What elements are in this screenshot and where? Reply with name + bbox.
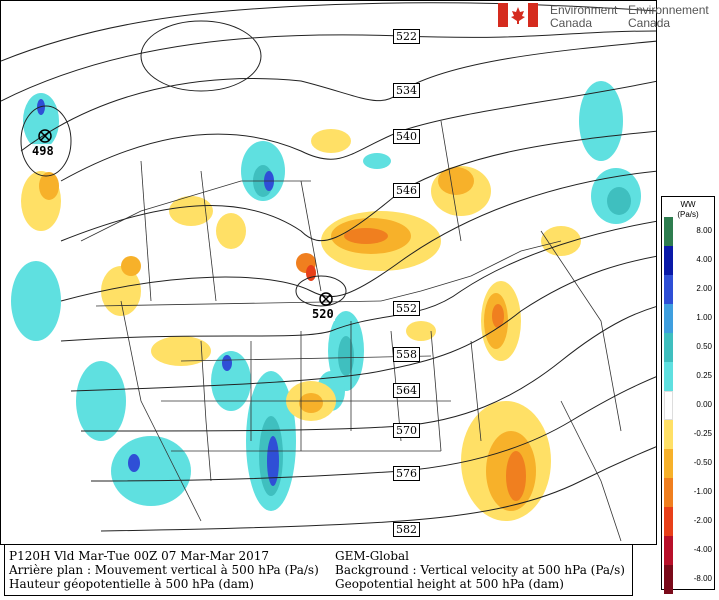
legend-value: 2.00 xyxy=(696,284,712,293)
legend-value: -2.00 xyxy=(693,516,712,525)
info-contour-fr: Hauteur géopotentielle à 500 hPa (dam) xyxy=(9,577,254,591)
contour-label-534: 534 xyxy=(393,83,420,98)
contour-label-522: 522 xyxy=(393,29,420,44)
color-legend: WW (Pa/s) 8.00 4.00 2.00 1.00 0.50 0.25 0.00 -0… xyxy=(661,196,715,594)
legend-value: 0.25 xyxy=(696,371,712,380)
environment-canada-logo: Environment Canada Environnement Canada xyxy=(498,0,718,32)
legend-swatch xyxy=(664,391,673,420)
low-center-west xyxy=(38,129,52,143)
contour-label-558: 558 xyxy=(393,347,420,362)
legend-value: -4.00 xyxy=(693,545,712,554)
legend-swatch xyxy=(664,362,673,391)
legend-swatch xyxy=(664,420,673,449)
info-model-name: GEM-Global xyxy=(335,549,410,563)
legend-value: 0.50 xyxy=(696,342,712,351)
map-canvas xyxy=(1,2,656,542)
info-background-fr: Arrière plan : Mouvement vertical à 500 … xyxy=(9,563,319,577)
map-info-box: P120H Vld Mar-Tue 00Z 07 Mar-Mar 2017 Ar… xyxy=(4,544,633,596)
legend-swatch xyxy=(664,217,673,246)
canada-flag-icon xyxy=(498,3,538,27)
legend-value: 4.00 xyxy=(696,255,712,264)
legend-swatch xyxy=(664,565,673,594)
legend-value: -0.25 xyxy=(693,429,712,438)
logo-text-fr-line2: Canada xyxy=(628,16,671,30)
legend-title: WW xyxy=(680,200,696,209)
legend-swatch xyxy=(664,333,673,362)
low-center-central xyxy=(319,292,333,306)
vertical-velocity-very-strong-sinking xyxy=(296,228,526,501)
low-value-west: 498 xyxy=(31,144,55,158)
vertical-velocity-very-strong-rising xyxy=(37,99,279,486)
legend-value: -1.00 xyxy=(693,487,712,496)
legend-value: -0.50 xyxy=(693,458,712,467)
legend-swatch xyxy=(664,246,673,275)
info-contour-en: Geopotential height at 500 hPa (dam) xyxy=(335,577,564,591)
legend-value: 0.00 xyxy=(696,400,712,409)
legend-swatch xyxy=(664,449,673,478)
vertical-velocity-strong-rising xyxy=(253,165,631,496)
legend-value: -8.00 xyxy=(693,574,712,583)
legend-units: (Pa/s) xyxy=(677,210,699,219)
weather-map: 522 534 540 546 552 558 564 570 576 582 … xyxy=(0,0,657,545)
geopotential-contours xyxy=(1,2,656,532)
vertical-velocity-sinking xyxy=(21,129,581,521)
legend-swatch xyxy=(664,275,673,304)
legend-swatch xyxy=(664,478,673,507)
contour-label-552: 552 xyxy=(393,301,420,316)
political-borders xyxy=(80,120,622,542)
contour-label-576: 576 xyxy=(393,466,420,481)
low-value-central: 520 xyxy=(311,307,335,321)
logo-text-en-line2: Canada xyxy=(550,16,593,30)
logo-text-fr-line1: Environnement xyxy=(628,3,709,17)
info-valid-time: P120H Vld Mar-Tue 00Z 07 Mar-Mar 2017 xyxy=(9,549,269,563)
legend-swatch xyxy=(664,304,673,333)
legend-swatch xyxy=(664,536,673,565)
contour-label-546: 546 xyxy=(393,183,420,198)
legend-value: 8.00 xyxy=(696,226,712,235)
contour-label-570: 570 xyxy=(393,423,420,438)
contour-label-582: 582 xyxy=(393,522,420,537)
info-background-en: Background : Vertical velocity at 500 hP… xyxy=(335,563,625,577)
logo-text-en-line1: Environment xyxy=(550,3,618,17)
contour-label-540: 540 xyxy=(393,129,420,144)
legend-value: 1.00 xyxy=(696,313,712,322)
legend-swatch xyxy=(664,507,673,536)
contour-label-564: 564 xyxy=(393,383,420,398)
